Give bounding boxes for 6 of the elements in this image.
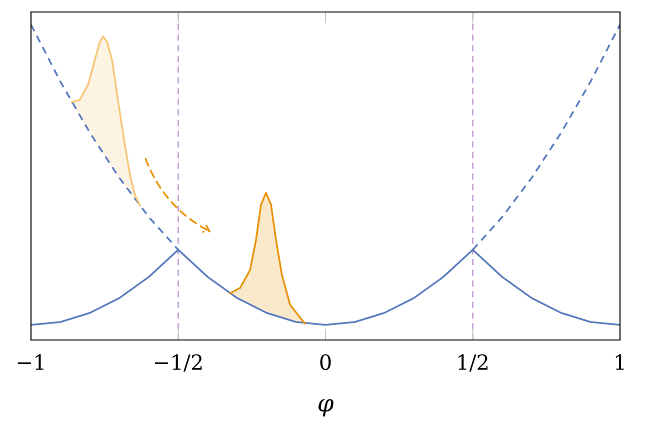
x-tick-label: 0: [320, 354, 331, 370]
x-axis-title: φ: [318, 399, 334, 416]
x-tick-label: 1: [616, 354, 624, 370]
x-tick-label: −1/2: [154, 354, 202, 372]
x-tick-label: −1: [18, 354, 44, 370]
x-tick-label: 1/2: [458, 354, 488, 372]
